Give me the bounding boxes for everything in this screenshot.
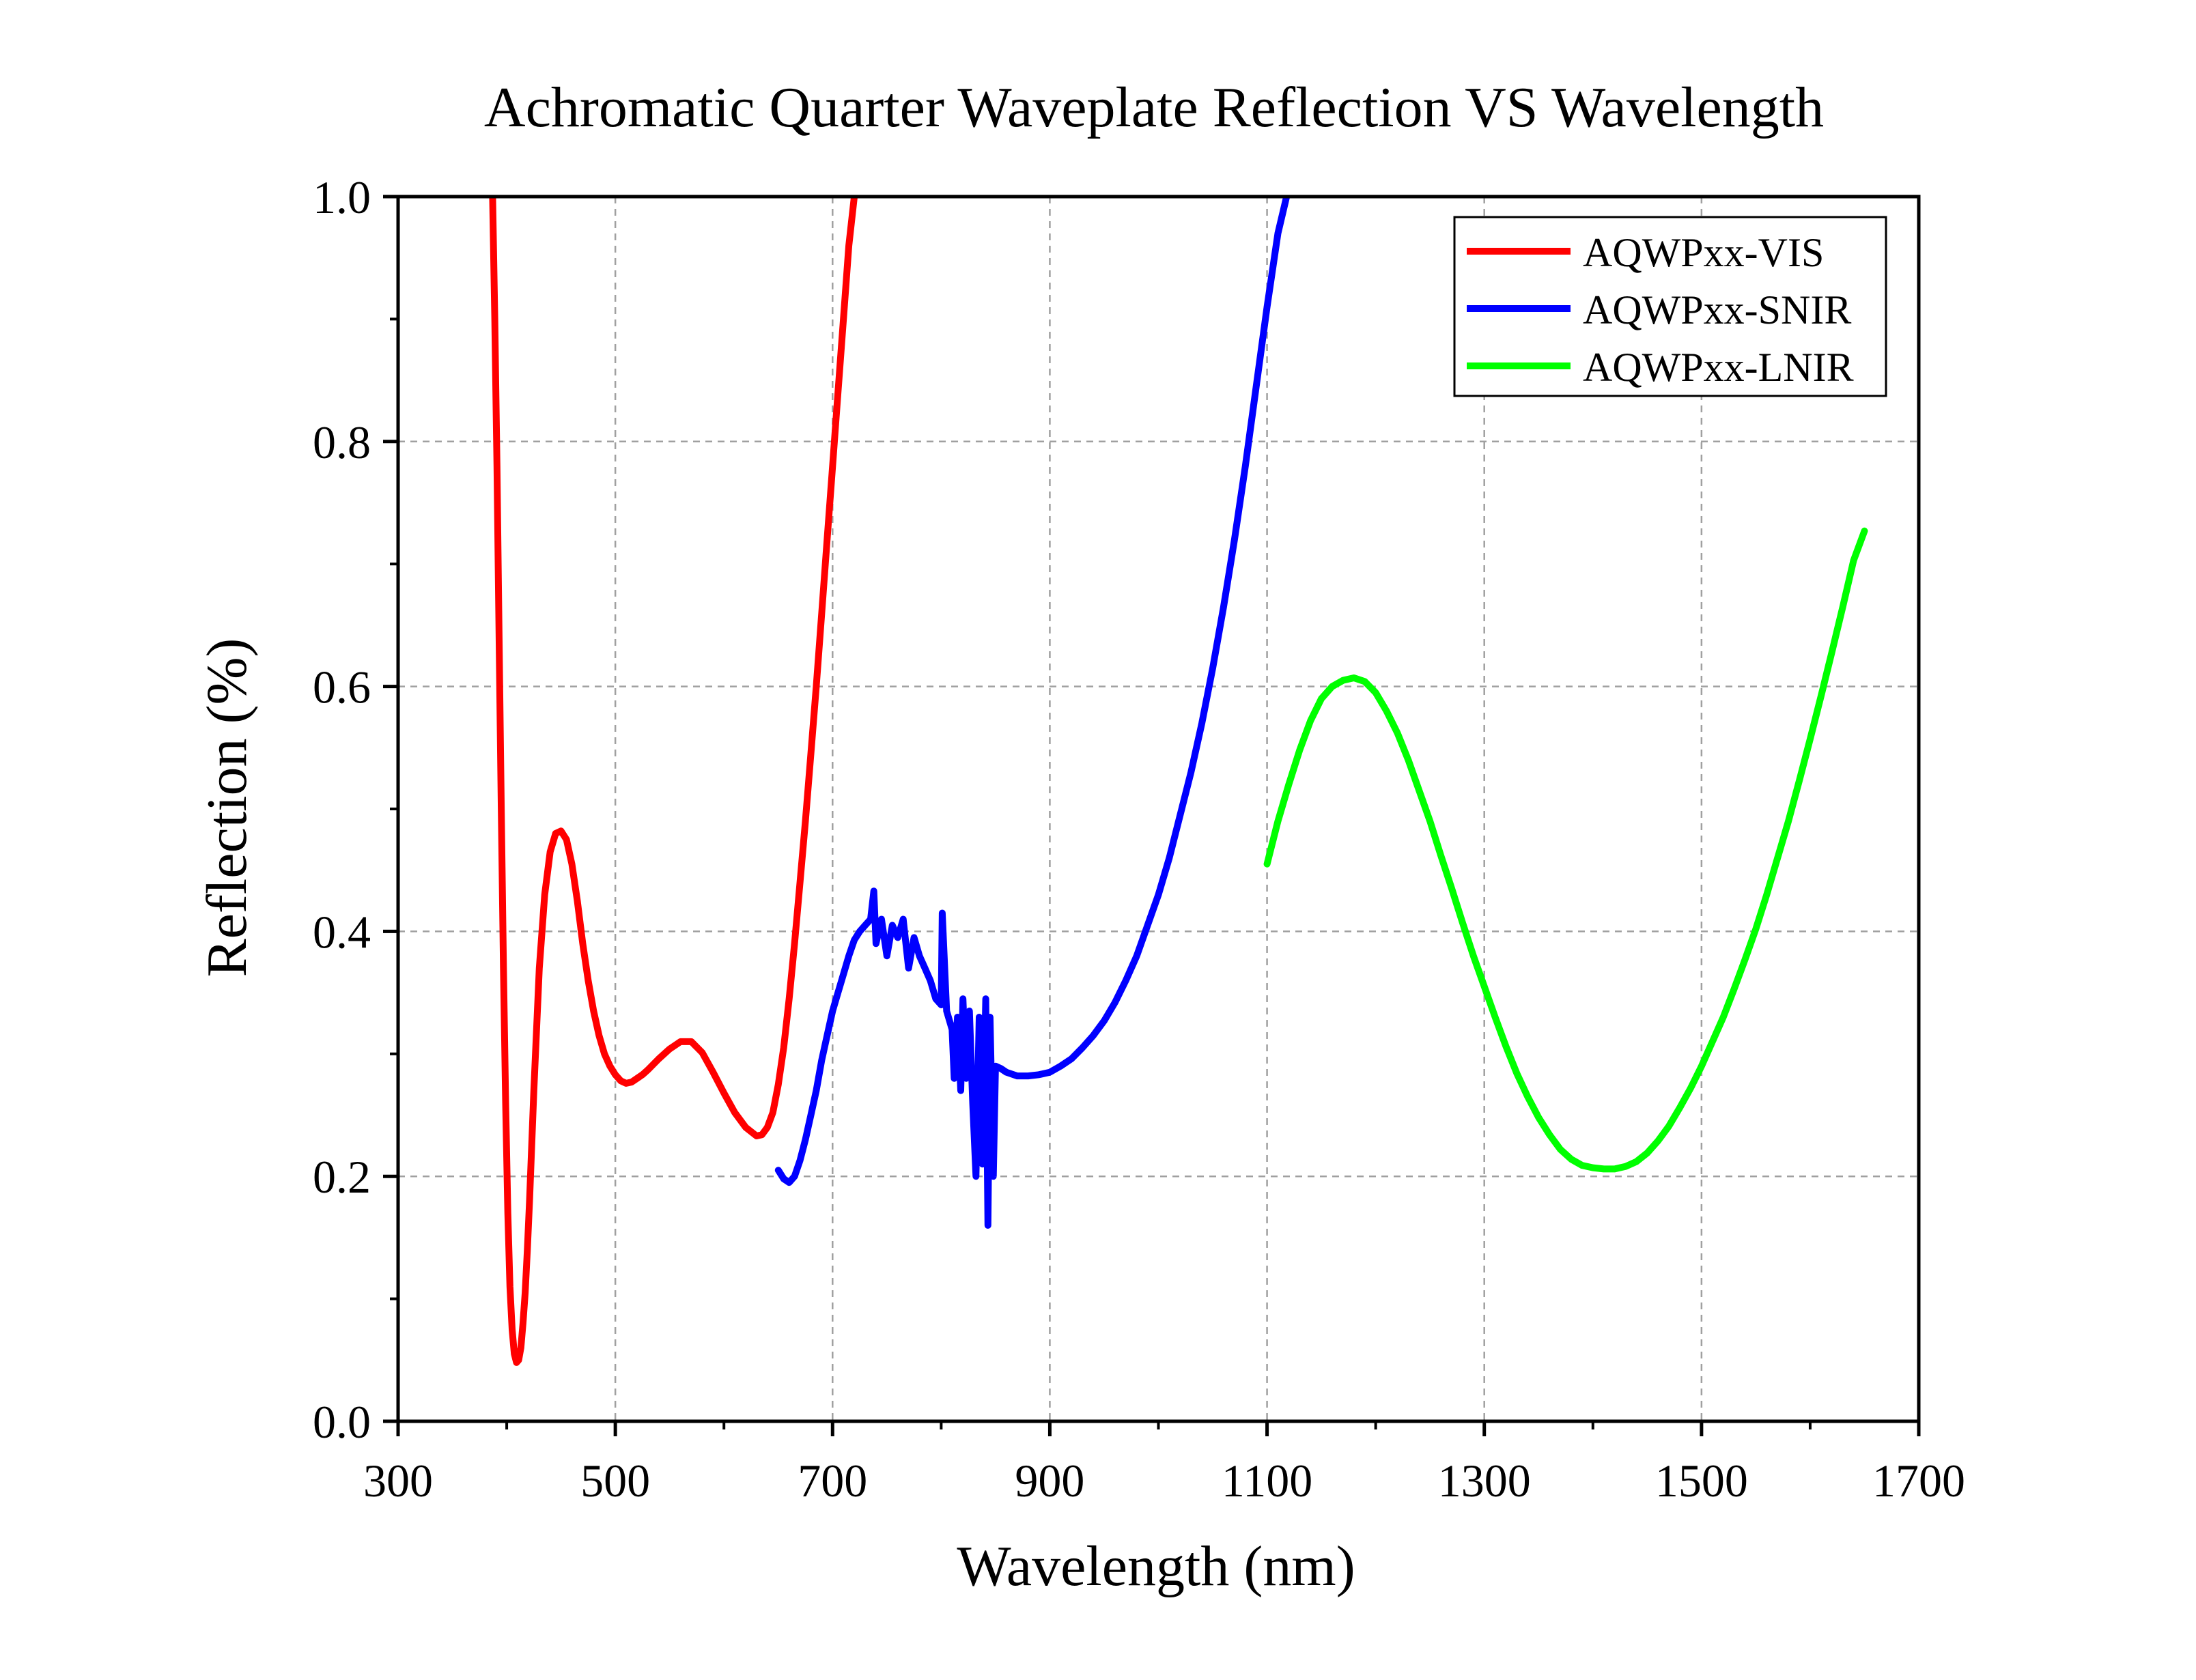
series-line-aqwpxx-snir bbox=[774, 197, 1291, 1229]
grid-lines bbox=[398, 197, 1919, 1421]
legend-label: AQWPxx-VIS bbox=[1583, 230, 1824, 275]
x-tick-label: 500 bbox=[580, 1455, 650, 1507]
legend-label: AQWPxx-LNIR bbox=[1583, 345, 1854, 390]
y-tick-label: 0.0 bbox=[313, 1396, 371, 1448]
x-axis-title: Wavelength (nm) bbox=[957, 1535, 1355, 1598]
x-tick-label: 1300 bbox=[1438, 1455, 1531, 1507]
x-tick-label: 1500 bbox=[1655, 1455, 1748, 1507]
y-tick-label: 0.8 bbox=[313, 416, 371, 468]
chart-title: Achromatic Quarter Waveplate Reflection … bbox=[484, 76, 1824, 139]
series-line-aqwpxx-lnir bbox=[1263, 527, 1868, 1173]
tick-labels: 300 500 700 900 1100 1300 1500 1700 0.0 0.2 0.4 0.6… bbox=[313, 171, 1965, 1507]
y-tick-label: 1.0 bbox=[313, 171, 371, 223]
y-tick-label: 0.6 bbox=[313, 661, 371, 713]
y-axis-title: Reflection (%) bbox=[195, 638, 259, 978]
y-tick-label: 0.4 bbox=[313, 906, 371, 958]
x-tick-label: 900 bbox=[1015, 1455, 1084, 1507]
legend-label: AQWPxx-SNIR bbox=[1583, 287, 1851, 332]
y-tick-label: 0.2 bbox=[313, 1151, 371, 1203]
axis-ticks bbox=[383, 195, 1921, 1436]
x-tick-label: 700 bbox=[798, 1455, 867, 1507]
x-tick-label: 1700 bbox=[1872, 1455, 1965, 1507]
x-tick-label: 1100 bbox=[1222, 1455, 1312, 1507]
legend: AQWPxx-VIS AQWPxx-SNIR AQWPxx-LNIR bbox=[1453, 216, 1887, 397]
x-tick-label: 300 bbox=[363, 1455, 433, 1507]
series-layer bbox=[489, 197, 1868, 1366]
series-line-aqwpxx-vis bbox=[489, 197, 858, 1366]
